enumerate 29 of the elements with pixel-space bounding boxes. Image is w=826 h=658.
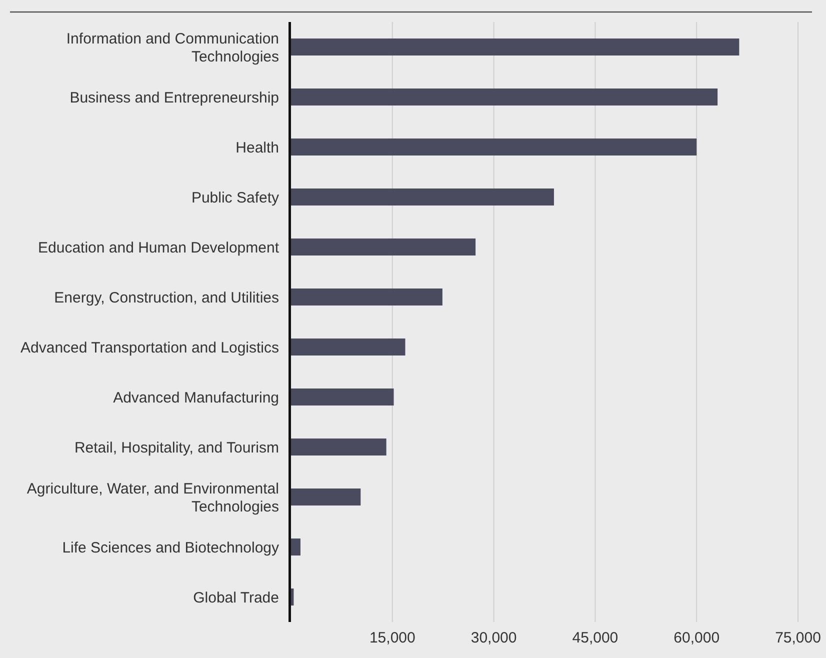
y-tick-label: Global Trade [193,589,279,606]
y-tick-label: Retail, Hospitality, and Tourism [74,439,279,456]
x-tick-label: 30,000 [470,630,517,647]
bar [291,588,294,606]
y-tick-label: Health [236,139,279,156]
bar [291,238,476,256]
bar [291,388,394,406]
y-tick-label: Public Safety [191,189,280,206]
y-tick-label: Business and Entrepreneurship [70,89,279,106]
x-tick-label: 45,000 [572,630,618,647]
y-tick-label: Life Sciences and Biotechnology [62,539,280,556]
y-tick-label: Agriculture, Water, and Environmental Technologies [26,480,279,516]
bar [291,488,361,506]
y-tick-label: Education and Human Development [38,239,280,256]
bar [291,138,697,156]
y-tick-label: Energy, Construction, and Utilities [54,289,279,306]
x-tick-label: 60,000 [674,630,720,647]
x-tick-label: 75,000 [775,630,821,647]
bar [291,88,718,106]
y-tick-label: Advanced Manufacturing [113,389,279,406]
y-tick-label: Advanced Transportation and Logistics [20,339,279,356]
x-tick-label: 15,000 [369,630,416,647]
y-tick-label: Information and Communication Technologies [66,30,279,66]
bar [291,288,442,306]
bar [291,188,554,206]
bar [291,538,300,556]
bar [291,338,406,356]
bar [291,438,386,456]
bar [291,38,740,56]
